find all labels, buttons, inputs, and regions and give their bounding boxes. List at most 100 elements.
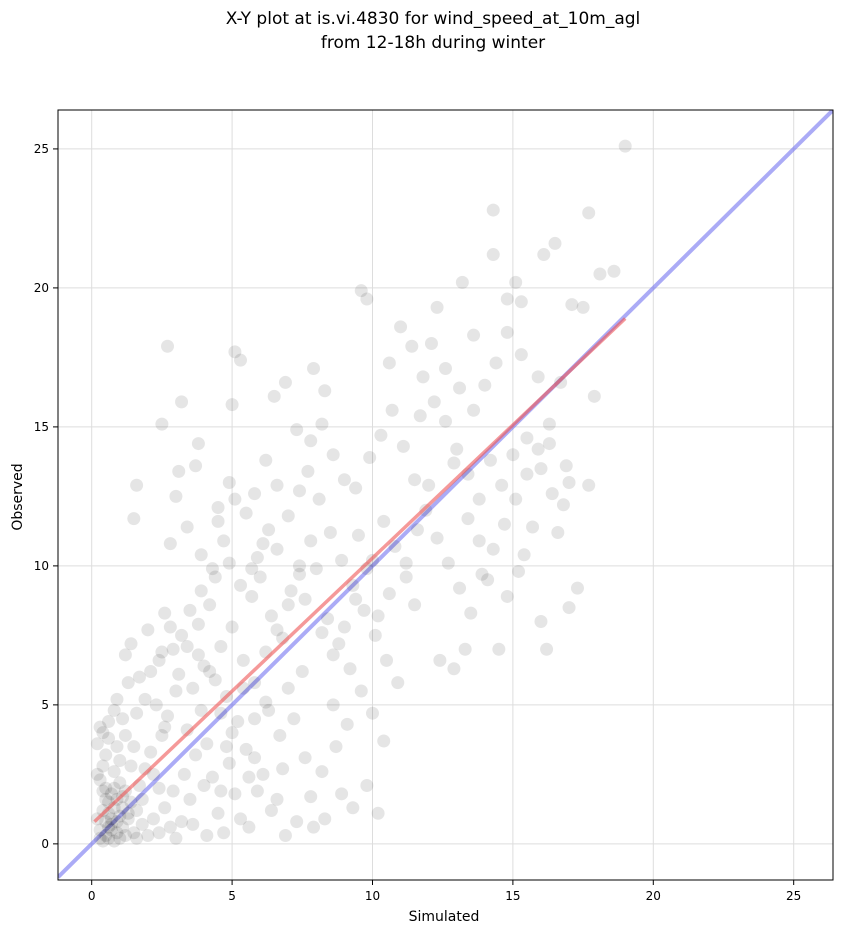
data-point-164 [486,542,500,556]
data-point-146 [248,751,262,765]
data-point-261 [180,639,194,653]
data-point-328 [245,562,259,576]
data-point-249 [315,626,329,640]
data-point-93 [270,542,284,556]
data-point-278 [439,362,452,376]
data-point-1 [99,829,113,843]
data-point-309 [197,778,211,792]
data-point-27 [113,776,127,790]
data-point-19 [99,781,113,795]
data-point-154 [374,428,388,442]
data-point-285 [506,448,520,462]
data-point-97 [228,492,242,506]
data-point-243 [382,587,396,601]
data-point-317 [96,726,110,740]
data-point-153 [363,450,377,464]
data-point-66 [231,715,245,729]
data-point-226 [304,434,318,448]
regression-fit-line [93,317,627,823]
data-point-139 [329,740,343,754]
x-tick-label-20: 20 [646,889,661,903]
data-point-319 [138,692,152,706]
data-point-188 [509,275,523,289]
data-point-108 [127,512,141,526]
data-point-89 [264,609,278,623]
data-point-83 [225,620,239,634]
data-point-272 [489,356,503,370]
data-point-269 [99,792,113,806]
data-point-228 [281,509,295,523]
data-point-105 [161,339,175,353]
data-point-61 [217,826,231,840]
data-point-34 [141,829,155,843]
data-point-30 [121,812,135,826]
data-point-259 [203,665,217,679]
chart-title-line2: from 12-18h during winter [321,33,545,53]
data-point-267 [116,801,130,815]
fit-line-group [93,317,627,823]
data-point-229 [270,478,284,492]
data-point-29 [124,795,138,809]
data-point-185 [486,248,500,262]
data-point-68 [208,673,222,687]
data-point-53 [177,767,191,781]
data-point-147 [273,728,287,742]
data-point-33 [135,817,149,831]
data-point-158 [419,503,433,517]
data-point-253 [270,623,284,637]
data-point-326 [222,556,236,570]
data-point-271 [478,378,492,392]
data-point-251 [292,567,306,581]
data-point-74 [141,623,155,637]
data-point-300 [214,784,228,798]
data-point-180 [354,284,368,298]
data-point-241 [410,523,424,537]
data-point-296 [152,826,166,840]
data-point-246 [349,592,363,606]
data-point-80 [191,617,205,631]
data-point-240 [422,478,436,492]
data-point-159 [430,531,444,545]
data-point-260 [191,648,205,662]
data-point-189 [514,295,528,309]
data-point-234 [371,806,385,820]
data-point-76 [124,637,138,651]
data-point-161 [453,581,467,595]
data-point-111 [189,459,203,473]
data-point-91 [284,584,298,598]
data-point-273 [500,325,514,339]
y-tick-label-5: 5 [41,698,49,712]
data-point-297 [166,784,180,798]
data-point-202 [542,437,556,451]
data-point-132 [321,612,335,626]
data-point-57 [194,703,208,717]
data-point-96 [239,506,253,520]
data-point-81 [203,598,217,612]
data-point-26 [107,765,121,779]
data-point-99 [205,562,219,576]
y-tick-label-20: 20 [34,281,49,295]
data-point-123 [323,526,337,540]
data-point-293 [107,781,121,795]
data-point-184 [467,328,481,342]
data-point-223 [337,473,351,487]
data-point-282 [461,512,475,526]
data-point-276 [554,375,568,389]
grid-lines [58,110,833,880]
data-point-41 [163,820,177,834]
data-point-236 [346,801,360,815]
data-point-218 [399,570,413,584]
data-point-277 [453,381,467,395]
data-point-323 [183,603,197,617]
data-point-219 [388,539,402,553]
data-point-231 [248,487,262,501]
data-point-225 [315,417,329,431]
data-point-102 [169,489,183,503]
data-point-166 [509,492,523,506]
data-point-186 [486,203,500,217]
data-point-209 [562,601,576,615]
y-tick-label-10: 10 [34,559,49,573]
data-point-321 [155,645,169,659]
data-point-32 [130,804,144,818]
